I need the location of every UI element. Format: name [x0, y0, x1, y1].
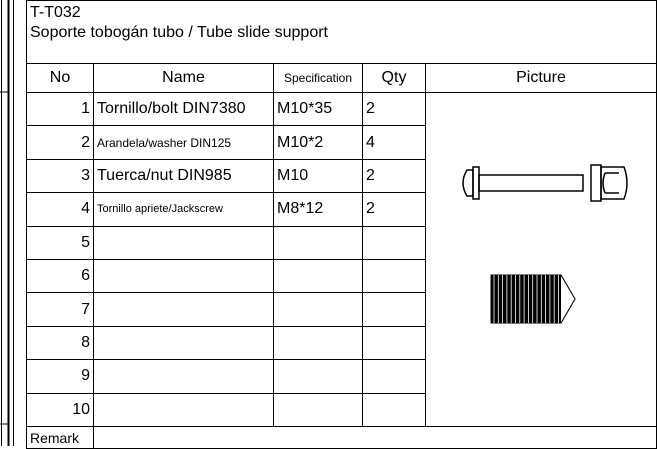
item-name [93, 225, 274, 260]
item-name: Arandela/washer DIN125 [93, 125, 274, 160]
adjacent-sheet-edge [0, 0, 14, 446]
item-spec [273, 292, 363, 327]
item-qty [362, 292, 426, 327]
item-no: 10 [26, 392, 94, 428]
item-name [93, 359, 274, 394]
item-qty [362, 325, 426, 361]
item-no: 2 [26, 125, 94, 160]
column-header: Qty [362, 63, 426, 93]
column-header-row: No Name Specification Qty Picture [26, 63, 657, 93]
item-no: 7 [26, 292, 94, 327]
column-header: Picture [425, 63, 657, 93]
item-no: 6 [26, 258, 94, 294]
item-row: 10 [26, 392, 657, 428]
item-row: 3 Tuerca/nut DIN985 M10 2 [26, 158, 657, 194]
item-name: Tornillo/bolt DIN7380 [93, 91, 274, 127]
item-row: 4 Tornillo apriete/Jackscrew M8*12 2 [26, 192, 657, 227]
item-spec [273, 325, 363, 361]
column-header: No [26, 63, 94, 93]
jackscrew-drawing [490, 274, 576, 324]
item-row: 7 [26, 292, 657, 327]
item-spec: M10*35 [273, 91, 363, 127]
part-title: Soporte tobogán tubo / Tube slide suppor… [30, 24, 328, 41]
part-code: T-T032 [30, 4, 81, 21]
item-qty [362, 225, 426, 260]
header-cell: T-T032 Soporte tobogán tubo / Tube slide… [26, 0, 657, 64]
remark-cell [93, 426, 657, 449]
item-no: 4 [26, 192, 94, 227]
header-row: T-T032 Soporte tobogán tubo / Tube slide… [26, 0, 657, 64]
item-qty: 4 [362, 125, 426, 160]
item-row: 9 [26, 359, 657, 394]
item-name [93, 392, 274, 428]
item-no: 8 [26, 325, 94, 361]
item-name [93, 325, 274, 361]
item-qty: 2 [362, 91, 426, 127]
item-spec: M10*2 [273, 125, 363, 160]
item-row: 2 Arandela/washer DIN125 M10*2 4 [26, 125, 657, 160]
item-no: 3 [26, 158, 94, 194]
item-qty [362, 359, 426, 394]
item-qty [362, 392, 426, 428]
item-name [93, 292, 274, 327]
column-header: Specification [273, 63, 363, 93]
item-name: Tornillo apriete/Jackscrew [93, 192, 274, 227]
item-spec [273, 258, 363, 294]
item-spec [273, 392, 363, 428]
item-spec: M10 [273, 158, 363, 194]
bolt-drawing [462, 164, 628, 202]
item-no: 9 [26, 359, 94, 394]
item-row: 6 [26, 258, 657, 294]
item-spec [273, 225, 363, 260]
item-row: 1 Tornillo/bolt DIN7380 M10*35 2 [26, 91, 657, 427]
item-spec: M8*12 [273, 192, 363, 227]
remark-row: Remark [26, 426, 657, 449]
item-name [93, 258, 274, 294]
item-qty: 2 [362, 158, 426, 194]
column-header: Name [93, 63, 274, 93]
picture-cell [425, 92, 657, 427]
parts-table: T-T032 Soporte tobogán tubo / Tube slide… [26, 0, 657, 449]
item-spec [273, 359, 363, 394]
item-no: 1 [26, 91, 94, 127]
item-qty [362, 258, 426, 294]
item-no: 5 [26, 225, 94, 260]
parts-picture [462, 164, 628, 324]
remark-label: Remark [26, 426, 94, 449]
item-qty: 2 [362, 192, 426, 227]
item-name: Tuerca/nut DIN985 [93, 158, 274, 194]
